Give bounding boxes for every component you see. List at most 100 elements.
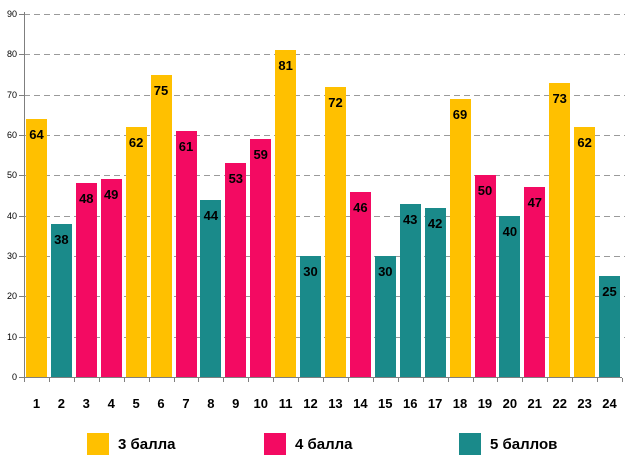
bar-value-label: 73 [552, 90, 567, 106]
x-axis-tick [149, 378, 150, 382]
x-axis-label: 12 [303, 396, 318, 411]
legend-item-3-balla: 3 балла [87, 433, 176, 455]
bar: 61 [175, 131, 197, 377]
gridline [24, 337, 625, 338]
x-axis-tick [373, 378, 374, 382]
bar: 42 [424, 207, 446, 377]
legend-swatch-3-balla [87, 433, 109, 455]
x-axis-label: 4 [107, 396, 115, 411]
y-axis-tick [19, 54, 24, 55]
bar-value-label: 49 [103, 187, 119, 203]
x-axis-label: 9 [232, 396, 240, 411]
x-axis-tick [198, 378, 199, 382]
bar-value-label: 30 [378, 264, 393, 279]
legend: 3 балла 4 балла 5 баллов [0, 433, 627, 457]
legend-label-4-balla: 4 балла [295, 435, 353, 453]
y-axis-tick [19, 337, 24, 338]
x-axis-tick [99, 378, 100, 382]
bar-value-label: 81 [278, 58, 293, 74]
gridline [24, 54, 625, 55]
bar: 48 [75, 183, 97, 377]
gridline [24, 14, 625, 15]
x-axis-label: 1 [32, 396, 41, 411]
bar: 47 [524, 187, 546, 377]
x-axis-tick [423, 378, 424, 382]
bar-value-label: 62 [577, 134, 592, 150]
bar: 69 [449, 98, 471, 377]
y-axis-label: 0 [11, 372, 17, 382]
bar: 38 [50, 223, 72, 377]
x-axis-label: 11 [278, 396, 293, 411]
bar: 40 [499, 215, 521, 377]
x-axis-tick [223, 378, 224, 382]
bar: 30 [374, 256, 396, 377]
x-axis-label: 23 [577, 396, 592, 411]
x-axis-tick [398, 378, 399, 382]
bar-value-label: 61 [178, 139, 194, 154]
x-axis-label: 2 [57, 396, 65, 411]
legend-swatch-5-ballov [459, 433, 481, 455]
y-axis-label: 40 [6, 211, 17, 221]
x-axis-tick [473, 378, 474, 382]
y-axis-tick [19, 216, 24, 217]
gridline [24, 296, 625, 297]
bar-value-label: 46 [353, 199, 368, 215]
x-axis-tick [622, 378, 623, 382]
bar: 75 [150, 74, 172, 377]
y-axis-label: 80 [6, 49, 17, 59]
x-axis-tick [124, 378, 125, 382]
x-axis-label: 5 [132, 396, 140, 411]
x-axis-label: 7 [182, 396, 190, 411]
gridline [24, 135, 625, 136]
bar-value-label: 44 [203, 207, 219, 223]
x-axis-tick [24, 378, 25, 382]
x-axis-label: 10 [253, 396, 268, 411]
y-axis-tick [19, 135, 24, 136]
bar: 73 [549, 82, 571, 377]
bar-value-label: 42 [427, 215, 443, 231]
bar-value-label: 25 [602, 284, 617, 300]
y-axis-tick [19, 256, 24, 257]
legend-swatch-4-balla [264, 433, 286, 455]
bar: 59 [250, 139, 272, 377]
gridline [24, 216, 625, 217]
x-axis-tick [448, 378, 449, 382]
x-axis-tick [298, 378, 299, 382]
bar-value-label: 72 [328, 94, 343, 110]
bar: 43 [399, 203, 421, 377]
x-axis-tick [547, 378, 548, 382]
bar-value-label: 48 [79, 191, 94, 207]
bar: 44 [200, 199, 222, 377]
y-axis-tick [19, 175, 24, 176]
x-axis-tick [174, 378, 175, 382]
y-axis-label: 60 [6, 130, 17, 140]
bar: 72 [325, 86, 346, 377]
bar-value-label: 59 [253, 147, 268, 162]
x-axis-label: 20 [502, 396, 518, 411]
bar-value-label: 53 [228, 171, 244, 187]
x-axis-label: 13 [328, 396, 343, 411]
bar-value-label: 30 [303, 264, 318, 279]
x-axis-label: 3 [82, 396, 90, 411]
x-axis-label: 24 [602, 396, 617, 411]
x-axis-tick [572, 378, 573, 382]
x-axis-tick [522, 378, 523, 382]
x-axis-tick [74, 378, 75, 382]
y-axis-label: 90 [6, 9, 17, 19]
bar-value-label: 50 [477, 183, 493, 199]
x-axis-tick [49, 378, 50, 382]
bar-value-label: 75 [153, 82, 169, 98]
legend-item-4-balla: 4 балла [264, 433, 353, 455]
x-axis-tick [323, 378, 324, 382]
legend-item-5-ballov: 5 баллов [459, 433, 557, 455]
y-axis-tick [19, 14, 24, 15]
x-axis-tick [273, 378, 274, 382]
y-axis-label: 70 [6, 90, 17, 100]
x-axis-label: 19 [477, 396, 493, 411]
x-axis-label: 22 [552, 396, 567, 411]
bar: 50 [474, 175, 496, 377]
bar: 25 [599, 276, 620, 377]
bar-value-label: 69 [452, 106, 468, 122]
